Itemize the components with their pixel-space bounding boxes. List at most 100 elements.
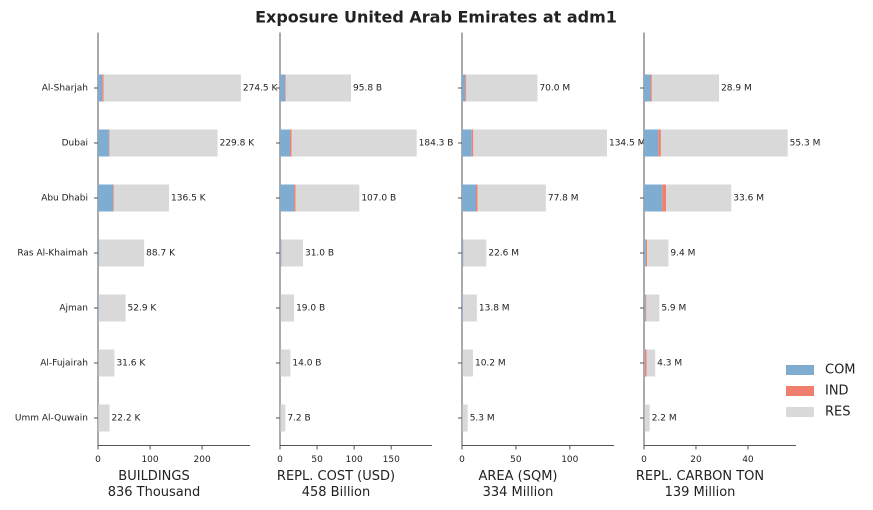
bar-segment	[644, 129, 659, 157]
bar-segment	[281, 239, 303, 267]
total-label: 14.0 B	[292, 359, 321, 369]
bar-segment	[98, 239, 100, 267]
x-tick-label: 100	[141, 455, 158, 465]
bar-segment	[98, 404, 110, 432]
total-label: 136.5 K	[171, 194, 207, 204]
x-tick-label: 0	[459, 455, 465, 465]
x-tick-label: 200	[194, 455, 211, 465]
x-tick-label: 20	[690, 455, 702, 465]
x-axis-label: REPL. CARBON TON	[636, 469, 764, 484]
total-label: 31.6 K	[116, 359, 146, 369]
y-tick-label: Umm Al-Quwain	[15, 414, 88, 424]
legend-label: RES	[825, 405, 851, 420]
bar-segment	[644, 349, 647, 377]
bar-segment	[280, 404, 286, 432]
bar-segment	[644, 184, 663, 212]
total-label: 88.7 K	[146, 249, 176, 259]
bar-segment	[462, 404, 468, 432]
x-tick-label: 0	[95, 455, 101, 465]
bar-segment	[462, 349, 473, 377]
total-label: 52.9 K	[128, 304, 158, 314]
bar-segment	[462, 294, 463, 322]
bar-segment	[103, 74, 241, 102]
y-tick-label: Al-Sharjah	[42, 84, 88, 94]
x-tick-label: 0	[641, 455, 647, 465]
total-label: 31.0 B	[305, 249, 334, 259]
y-tick-label: Abu Dhabi	[41, 194, 88, 204]
total-label: 55.3 M	[790, 139, 821, 149]
bar-segment	[290, 129, 292, 157]
bar-segment	[280, 294, 295, 322]
x-axis-total: 139 Million	[665, 485, 736, 500]
legend-swatch	[786, 365, 814, 375]
bar-segment	[650, 74, 652, 102]
bar-segment	[102, 74, 104, 102]
bar-segment	[280, 74, 286, 102]
bar-segment	[644, 239, 646, 267]
bar-segment	[463, 239, 487, 267]
total-label: 10.2 M	[475, 359, 506, 369]
x-axis-label: REPL. COST (USD)	[277, 469, 395, 484]
bar-segment	[98, 294, 126, 322]
bar-segment	[113, 184, 114, 212]
x-axis-label: BUILDINGS	[118, 469, 189, 484]
y-tick-label: Ajman	[59, 304, 88, 314]
total-label: 95.8 B	[353, 84, 382, 94]
bar-segment	[108, 129, 110, 157]
total-label: 22.2 K	[112, 414, 142, 424]
x-tick-label: 150	[383, 455, 400, 465]
total-label: 22.6 M	[488, 249, 519, 259]
bar-segment	[463, 294, 477, 322]
bar-segment	[647, 239, 669, 267]
bar-segment	[646, 349, 656, 377]
bar-segment	[462, 239, 464, 267]
x-axis-label: AREA (SQM)	[478, 469, 557, 484]
bar-segment	[280, 294, 281, 322]
bar-segment	[280, 129, 291, 157]
total-label: 184.3 B	[419, 139, 454, 149]
bar-segment	[658, 129, 661, 157]
bar-segment	[471, 129, 474, 157]
bar-segment	[98, 129, 109, 157]
bar-segment	[98, 349, 115, 377]
bar-segment	[285, 74, 352, 102]
total-label: 2.2 M	[652, 414, 677, 424]
bar-segment	[294, 184, 296, 212]
legend-label: COM	[825, 363, 856, 378]
total-label: 9.4 M	[670, 249, 695, 259]
bar-segment	[291, 129, 417, 157]
legend-label: IND	[825, 384, 849, 399]
y-tick-label: Dubai	[62, 139, 88, 149]
bar-segment	[462, 184, 477, 212]
total-label: 19.0 B	[296, 304, 325, 314]
bar-segment	[462, 74, 466, 102]
bar-segment	[99, 239, 145, 267]
y-tick-label: Al-Fujairah	[40, 359, 88, 369]
total-label: 77.8 M	[548, 194, 579, 204]
bar-segment	[280, 184, 295, 212]
bar-segment	[644, 404, 650, 432]
total-label: 134.5 M	[609, 139, 645, 149]
total-label: 13.8 M	[479, 304, 510, 314]
bar-segment	[473, 129, 607, 157]
bar-segment	[462, 129, 472, 157]
bar-segment	[644, 74, 651, 102]
y-tick-label: Ras Al-Khaimah	[17, 249, 88, 259]
total-label: 229.8 K	[220, 139, 256, 149]
total-label: 33.6 M	[733, 194, 764, 204]
bar-segment	[109, 129, 218, 157]
bar-segment	[666, 184, 732, 212]
chart-title: Exposure United Arab Emirates at adm1	[255, 8, 617, 27]
total-label: 5.3 M	[470, 414, 495, 424]
legend-swatch	[786, 407, 814, 417]
x-tick-label: 50	[510, 455, 522, 465]
x-axis-total: 458 Billion	[302, 485, 371, 500]
bar-segment	[466, 74, 538, 102]
x-axis-total: 334 Million	[483, 485, 554, 500]
bar-segment	[646, 294, 660, 322]
bar-segment	[285, 74, 286, 102]
total-label: 70.0 M	[539, 84, 570, 94]
bar-segment	[476, 184, 478, 212]
bar-segment	[651, 74, 720, 102]
